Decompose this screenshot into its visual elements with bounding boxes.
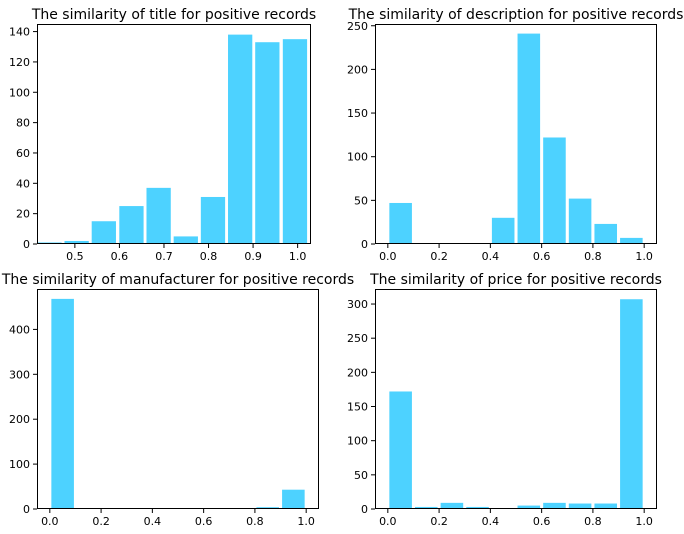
y-tick-label: 0 xyxy=(361,238,368,251)
bar xyxy=(568,198,592,244)
subplot-description-similarity: The similarity of description for positi… xyxy=(347,7,683,263)
y-tick-label: 100 xyxy=(9,86,30,99)
y-tick-label: 200 xyxy=(347,366,368,379)
x-tick-label: 0.6 xyxy=(533,515,551,528)
y-tick-label: 60 xyxy=(16,147,30,160)
y-tick-label: 300 xyxy=(347,298,368,311)
y-tick-label: 100 xyxy=(347,151,368,164)
bar xyxy=(173,236,198,244)
chart-title: The similarity of title for positive rec… xyxy=(31,7,316,23)
x-tick-label: 0.0 xyxy=(379,250,397,263)
x-tick-label: 0.8 xyxy=(584,250,602,263)
y-tick-label: 0 xyxy=(23,238,30,251)
y-tick-label: 250 xyxy=(347,20,368,33)
axes-frame xyxy=(375,24,657,244)
bar xyxy=(568,503,592,509)
x-tick-label: 0.5 xyxy=(66,250,84,263)
y-tick-label: 80 xyxy=(16,117,30,130)
bar xyxy=(620,299,643,509)
bar xyxy=(119,206,144,244)
y-tick-label: 0 xyxy=(23,503,30,516)
y-tick-label: 100 xyxy=(347,435,368,448)
x-tick-label: 0.6 xyxy=(533,250,551,263)
x-tick-label: 0.0 xyxy=(41,515,59,528)
y-tick-label: 100 xyxy=(9,458,30,471)
chart-title: The similarity of manufacturer for posit… xyxy=(1,272,354,288)
y-tick-label: 120 xyxy=(9,56,30,69)
bar xyxy=(620,237,643,244)
bar xyxy=(466,506,489,509)
bar xyxy=(228,34,253,245)
x-tick-label: 0.6 xyxy=(111,250,128,263)
x-tick-label: 1.0 xyxy=(289,250,307,263)
bar xyxy=(51,298,74,509)
bar xyxy=(91,221,116,244)
bar xyxy=(64,240,89,244)
bar xyxy=(440,502,464,509)
x-tick-label: 0.8 xyxy=(584,515,602,528)
x-tick-label: 0.4 xyxy=(482,250,500,263)
bar xyxy=(255,42,280,245)
y-tick-label: 50 xyxy=(354,469,368,482)
x-tick-label: 0.2 xyxy=(92,515,110,528)
axes-frame xyxy=(37,24,311,244)
y-tick-label: 40 xyxy=(16,177,30,190)
chart-title: The similarity of price for positive rec… xyxy=(369,272,662,288)
subplot-title-similarity: The similarity of title for positive rec… xyxy=(9,7,316,263)
x-tick-label: 1.0 xyxy=(635,515,653,528)
y-tick-label: 300 xyxy=(9,368,30,381)
subplot-manufacturer-similarity: The similarity of manufacturer for posit… xyxy=(1,272,354,528)
bar xyxy=(389,202,412,244)
y-tick-label: 200 xyxy=(347,63,368,76)
bar xyxy=(389,391,412,509)
y-tick-label: 150 xyxy=(347,107,368,120)
subplot-price-similarity: The similarity of price for positive rec… xyxy=(347,272,662,528)
bar xyxy=(517,505,541,509)
bar xyxy=(282,39,308,244)
bar xyxy=(491,217,515,244)
x-tick-label: 0.7 xyxy=(155,250,173,263)
x-tick-label: 0.9 xyxy=(244,250,262,263)
axes-frame xyxy=(37,289,319,509)
x-tick-label: 1.0 xyxy=(635,250,653,263)
bar xyxy=(594,503,618,509)
x-tick-label: 0.2 xyxy=(430,515,448,528)
y-tick-label: 20 xyxy=(16,208,30,221)
bar xyxy=(543,502,566,509)
x-tick-label: 1.0 xyxy=(297,515,315,528)
bar xyxy=(200,196,226,244)
chart-title: The similarity of description for positi… xyxy=(348,7,684,23)
x-tick-label: 0.4 xyxy=(144,515,162,528)
bar xyxy=(543,137,566,244)
x-tick-label: 0.6 xyxy=(195,515,213,528)
y-tick-label: 200 xyxy=(9,413,30,426)
x-tick-label: 0.4 xyxy=(482,515,500,528)
y-tick-label: 140 xyxy=(9,26,30,39)
y-tick-label: 0 xyxy=(361,503,368,516)
bar xyxy=(594,223,618,244)
axes-frame xyxy=(375,289,657,509)
x-tick-label: 0.2 xyxy=(430,250,448,263)
bar xyxy=(414,506,438,509)
x-tick-label: 0.0 xyxy=(379,515,397,528)
x-tick-label: 0.8 xyxy=(200,250,218,263)
y-tick-label: 50 xyxy=(354,194,368,207)
y-tick-label: 400 xyxy=(9,323,30,336)
bar xyxy=(282,489,305,509)
y-tick-label: 150 xyxy=(347,401,368,414)
y-tick-label: 250 xyxy=(347,332,368,345)
bar xyxy=(146,187,171,244)
x-tick-label: 0.8 xyxy=(246,515,264,528)
bar xyxy=(517,33,541,244)
